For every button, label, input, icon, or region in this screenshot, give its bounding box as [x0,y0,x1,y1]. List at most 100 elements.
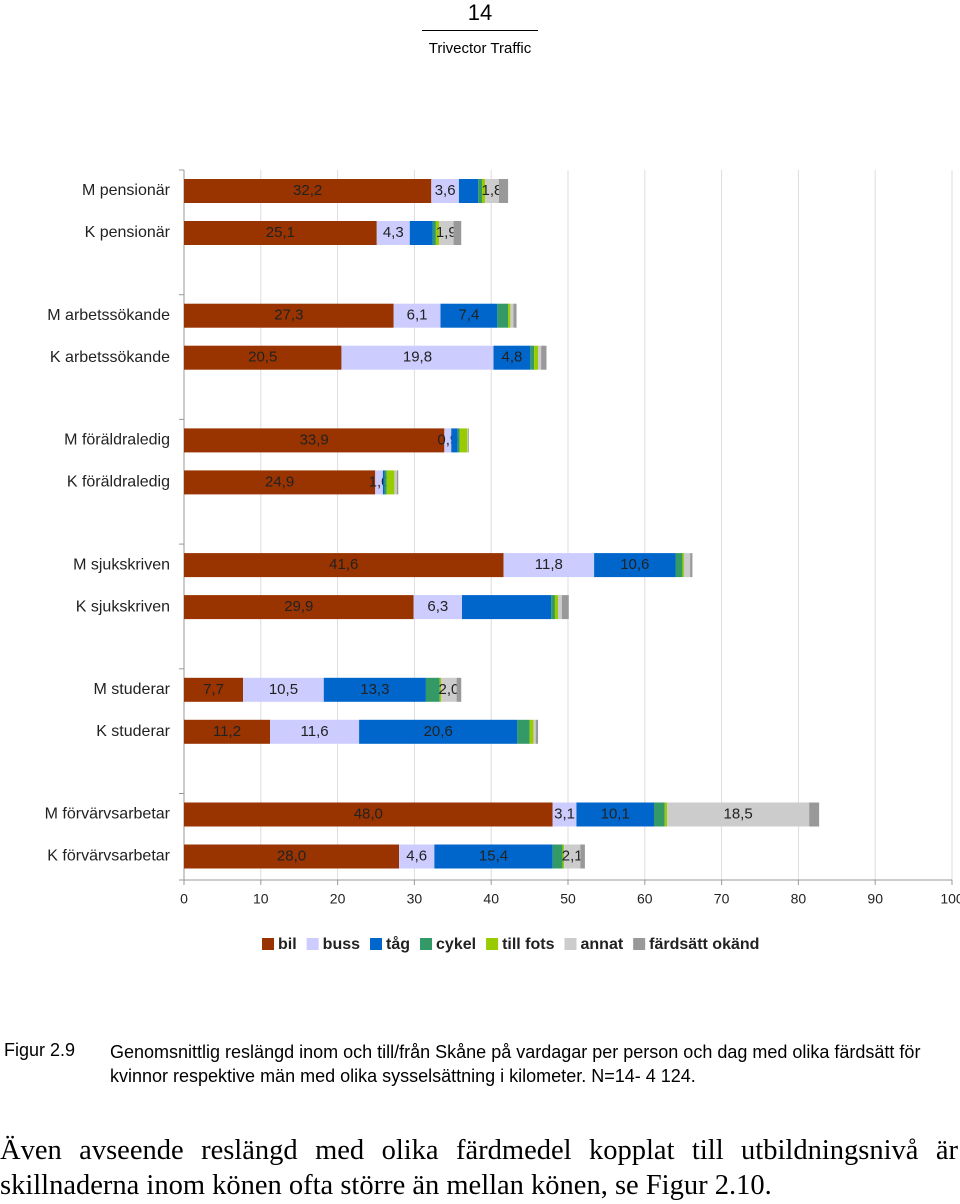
bar-segment [517,719,530,744]
bar-segment [467,428,469,453]
bar-segment [481,179,486,203]
y-tick-label: M sjukskriven [73,556,170,573]
bar-segment [459,428,468,453]
bar-segment [594,553,676,578]
y-tick-label: K föräldraledig [67,474,170,491]
legend-label: tåg [386,935,410,953]
x-tick-label: 90 [867,891,883,907]
legend-swatch [420,938,433,950]
bar-segment [533,719,536,744]
bar-segment [409,221,433,245]
legend-label: annat [581,936,624,953]
data-label: 11,6 [301,723,329,740]
bar-segment [690,553,693,578]
bar-segment [809,802,820,827]
bar-segment [683,553,691,578]
data-label: 6,1 [407,307,428,324]
bar-segment [541,345,547,370]
bar-segment [564,844,581,869]
chart: 0 10 20 30 40 50 60 70 80 90 100 M pensionär 32,2 3,6… [45,169,960,953]
legend-swatch [633,938,646,950]
x-tick-label: 80 [791,891,807,907]
bar-segment [184,428,445,453]
data-label: 3,1 [554,805,575,822]
bar-segment [439,677,442,702]
bar-segment [382,470,385,495]
bar-segment [576,802,655,827]
data-label: 2,0 [439,681,460,698]
bar-segment [375,470,383,495]
bar-segment [184,802,553,827]
bar-segment [184,303,394,328]
bar-segment [394,470,397,495]
data-label: 2,1 [562,847,583,864]
bar-segment [386,470,395,495]
bar-segment [478,179,482,203]
bar-segment [456,677,462,702]
bar-segment [562,844,565,869]
bar-segment [498,179,509,203]
bar-segment [440,303,498,328]
bar-segment [462,595,552,620]
y-tick-label: K arbetssökande [50,349,170,366]
x-tick-label: 10 [253,891,269,907]
data-label: 6,3 [427,598,448,615]
x-tick-label: 30 [407,891,423,907]
body-text: Även avseende reslängd med olika färdmed… [0,1135,958,1201]
data-label: 27,3 [274,307,303,324]
bar-segment [184,221,377,245]
data-label: 29,9 [284,598,313,615]
data-label: 15,4 [479,847,508,864]
data-label: 7,7 [203,681,224,698]
bar-segment [432,221,436,245]
company: Trivector Traffic [428,40,532,57]
bar-segment [376,221,410,245]
legend-label: till fots [502,936,555,953]
data-label: 18,5 [724,805,753,822]
bar-segment [184,595,414,620]
caption-text: Genomsnittlig reslängd inom och till/frå… [110,1042,921,1086]
y-tick-label: K förvärvsarbetar [47,848,170,865]
x-tick-label: 40 [483,891,499,907]
data-label: 32,2 [293,182,322,199]
bar-segment [413,595,463,620]
data-label: 41,6 [329,556,358,573]
bar-segment [552,802,577,827]
legend-label: färdsätt okänd [649,936,759,953]
y-tick-label: M förvärvsarbetar [45,806,171,823]
bar-segment [438,221,454,245]
bar-segment [675,553,683,578]
data-label: 11,2 [213,723,241,740]
bar-segment [510,303,514,328]
bar-segment [552,844,563,869]
legend-swatch [564,938,577,950]
bar-segment [341,345,494,370]
caption-label: Figur 2.9 [4,1040,76,1060]
bar-segment [425,677,440,702]
legend-label: cykel [436,936,476,953]
bar-segment [434,844,553,869]
data-label: 20,6 [424,723,453,740]
data-label: 10,6 [620,556,649,573]
bar-segment [451,428,458,453]
bar-segment [270,719,360,744]
data-label: 13,3 [360,681,389,698]
bar-segment [184,179,432,203]
legend-swatch [262,938,274,950]
y-tick-label: K studerar [96,723,170,740]
x-tick-label: 100 [940,891,960,907]
data-label: 20,5 [248,349,277,366]
bar-segment [534,345,539,370]
bar-segment [503,553,595,578]
bar-segment [444,428,452,453]
bar-segment [667,802,810,827]
bar-segment [359,719,518,744]
data-label: 4,8 [502,349,523,366]
bar-segment [396,470,399,495]
legend-label: buss [323,936,360,953]
data-label: 4,6 [406,847,427,864]
x-tick-label: 20 [330,891,346,907]
legend-swatch [306,938,319,950]
bar-segment [530,345,535,370]
